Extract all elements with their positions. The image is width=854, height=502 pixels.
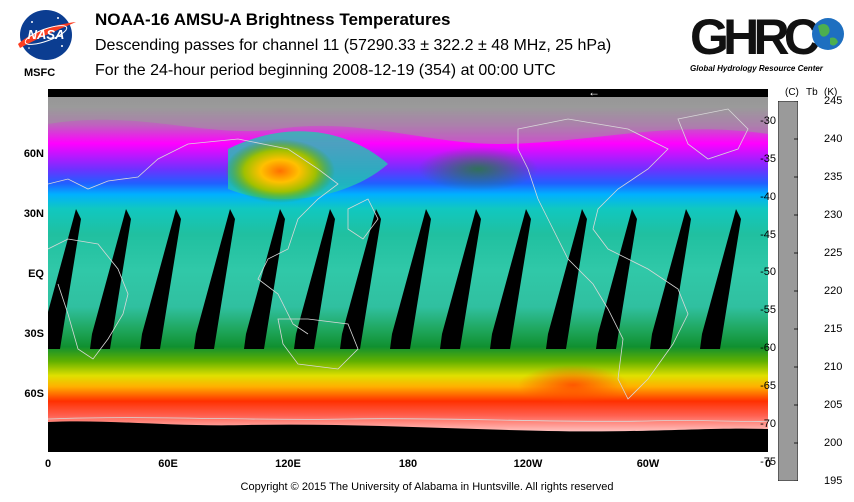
swath-gap	[596, 209, 637, 349]
swath-gap	[700, 209, 741, 349]
colorbar-k-tick: 200	[824, 437, 843, 449]
nasa-logo-text: NASA	[28, 27, 65, 42]
colorbar-label-tb: Tb	[806, 87, 818, 98]
swath-gap	[340, 209, 381, 349]
swath-gap	[244, 209, 285, 349]
colorbar-c-tick: -55	[760, 304, 776, 316]
page-title: NOAA-16 AMSU-A Brightness Temperatures	[95, 10, 451, 29]
lat-label-60n: 60N	[23, 148, 44, 160]
lon-label-60w: 60W	[636, 458, 660, 470]
orbit-direction-arrow: ←	[588, 89, 600, 99]
colorbar-k-tick: 225	[824, 247, 843, 259]
lon-label-0: 0	[44, 458, 52, 470]
swath-gap	[440, 209, 481, 349]
lon-label-120w: 120W	[513, 458, 543, 470]
colorbar-c-tick: -30	[760, 115, 776, 127]
lat-label-60s: 60S	[24, 388, 44, 400]
colorbar-c-tick: -40	[760, 191, 776, 203]
swath-gap	[390, 209, 431, 349]
lat-label-30n: 30N	[23, 208, 44, 220]
colorbar-k-tick: 240	[824, 133, 843, 145]
lon-label-120e: 120E	[275, 458, 301, 470]
colorbar-k-tick: 205	[824, 399, 843, 411]
colorbar-c-tick: -45	[760, 229, 776, 241]
swath-gaps	[48, 209, 741, 349]
colorbar-c-tick: -70	[760, 418, 776, 430]
nasa-logo: NASA	[18, 10, 76, 60]
colorbar-k-tick: 210	[824, 361, 843, 373]
colorbar-unit-c: (C)	[785, 87, 799, 98]
ghrc-subtitle: Global Hydrology Resource Center	[690, 64, 823, 73]
colorbar-c-tick: -75	[760, 456, 776, 468]
swath-gap	[194, 209, 235, 349]
swath-gap	[90, 209, 131, 349]
colorbar	[778, 101, 798, 481]
colorbar-unit-k: (K)	[824, 87, 838, 98]
swath-gap	[546, 209, 587, 349]
copyright-notice: Copyright © 2015 The University of Alaba…	[240, 481, 614, 493]
ghrc-logo: GHRC	[690, 9, 844, 64]
subtitle-channel: Descending passes for channel 11 (57290.…	[95, 37, 612, 54]
colorbar-k-tick: 235	[824, 171, 843, 183]
colorbar-k-tick: 195	[824, 475, 843, 487]
swath-gap	[140, 209, 181, 349]
colorbar-k-tick: 230	[824, 209, 843, 221]
swath-gap	[490, 209, 531, 349]
lat-label-eq: EQ	[28, 268, 44, 280]
swath-gap	[294, 209, 335, 349]
temperature-field	[48, 89, 768, 452]
coastlines	[48, 108, 768, 422]
colorbar-k-tick: 245	[824, 95, 843, 107]
swath-gap	[650, 209, 691, 349]
colorbar-c-tick: -50	[760, 266, 776, 278]
lon-label-0-end: 0	[764, 458, 772, 470]
colorbar-c-tick: -65	[760, 380, 776, 392]
msfc-label: MSFC	[24, 67, 56, 79]
antarctica-no-data	[48, 421, 768, 452]
lon-label-60e: 60E	[158, 458, 178, 470]
warm-anomaly-asia	[225, 139, 335, 203]
subtitle-period: For the 24-hour period beginning 2008-12…	[95, 62, 556, 79]
brightness-temperature-map: ←	[48, 89, 768, 452]
colorbar-c-tick: -60	[760, 342, 776, 354]
lon-label-180: 180	[398, 458, 418, 470]
lat-label-30s: 30S	[24, 328, 44, 340]
colorbar-k-tick: 215	[824, 323, 843, 335]
colorbar-c-tick: -35	[760, 153, 776, 165]
ghrc-logo-text: GHRC	[690, 9, 820, 64]
swath-gap	[48, 209, 81, 349]
colorbar-k-tick: 220	[824, 285, 843, 297]
